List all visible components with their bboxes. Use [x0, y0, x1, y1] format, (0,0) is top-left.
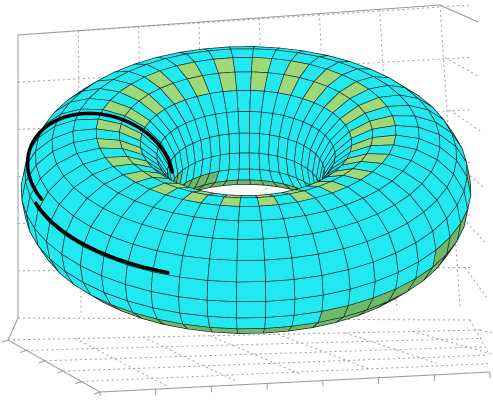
torus-patch	[218, 133, 230, 156]
torus-patch	[236, 281, 267, 303]
torus-patch	[258, 153, 270, 171]
side-grid-line	[464, 267, 487, 298]
side-grid-line	[449, 109, 482, 133]
torus-patch	[219, 196, 241, 207]
torus-patch	[265, 279, 296, 302]
floor-grid-line	[412, 330, 493, 355]
torus-patch	[236, 259, 266, 283]
floor-tick	[57, 370, 64, 374]
thick-meridian-curve	[25, 111, 175, 201]
torus-patch	[234, 71, 252, 91]
floor-grid	[1, 329, 493, 398]
torus-patch	[236, 90, 251, 112]
torus-patch	[237, 111, 251, 134]
highlighted-curves	[25, 111, 175, 275]
floor-tick	[93, 391, 101, 395]
torus-patch	[230, 48, 254, 59]
torus-patch	[209, 237, 238, 261]
torus-patch	[236, 328, 265, 334]
torus-patch	[238, 132, 250, 154]
floor-grid-line	[99, 371, 491, 393]
torus-patch	[218, 153, 230, 172]
torus-patch	[212, 219, 239, 240]
floor-grid-line	[277, 333, 370, 370]
torus-patch	[264, 257, 295, 282]
floor-grid-line	[81, 363, 489, 383]
floor-grid-line	[344, 332, 438, 364]
torus-patch	[236, 179, 251, 185]
torus-patch	[207, 315, 238, 330]
floor-grid-line	[75, 338, 168, 387]
torus-patch	[182, 234, 213, 260]
floor-grid-line	[26, 337, 483, 351]
torus-patch	[262, 236, 293, 261]
torus-patch	[237, 220, 264, 240]
torus-patch	[179, 255, 210, 281]
torus-patch	[238, 152, 250, 170]
torus-patch	[248, 152, 260, 170]
torus-patch	[260, 218, 289, 240]
floor-grid-line	[210, 335, 303, 376]
torus-patch	[248, 132, 260, 154]
side-grid-line	[469, 319, 489, 353]
torus-patch	[238, 205, 262, 222]
torus-patch	[265, 298, 296, 318]
side-grid-line	[444, 57, 480, 78]
floor-grid-line	[63, 354, 487, 372]
floor-grid-line	[44, 346, 485, 362]
torus-patch	[228, 132, 240, 154]
torus-patch	[228, 152, 240, 171]
torus-patch	[236, 317, 266, 330]
torus-patch	[178, 276, 209, 301]
torus-patch	[207, 258, 238, 283]
floor-tick	[38, 360, 45, 364]
torus-patch	[291, 253, 323, 280]
floor-edge-front	[7, 339, 101, 393]
floor-tick	[75, 381, 82, 385]
torus-patch	[215, 205, 240, 222]
torus-patch	[237, 168, 251, 181]
floor-edge-left	[7, 317, 19, 341]
floor-tick	[20, 349, 27, 353]
torus-patch	[236, 238, 265, 261]
torus-patch	[96, 138, 123, 149]
torus-patch	[232, 57, 253, 73]
floor-grid-line	[142, 336, 236, 382]
floor-grid-line	[7, 329, 481, 341]
torus-patch	[236, 301, 267, 319]
torus-patch	[239, 197, 260, 207]
side-grid-line	[439, 4, 479, 23]
torus-patch	[258, 133, 270, 155]
floor-tick	[1, 339, 9, 343]
thick-parallel-curve	[34, 201, 170, 275]
back-grid-horizontal	[17, 4, 471, 36]
torus-surface	[20, 46, 472, 334]
torus-patch	[206, 280, 237, 303]
torus-patch	[287, 233, 319, 259]
floor-grid-line	[479, 329, 493, 334]
torus-patch	[206, 299, 237, 319]
